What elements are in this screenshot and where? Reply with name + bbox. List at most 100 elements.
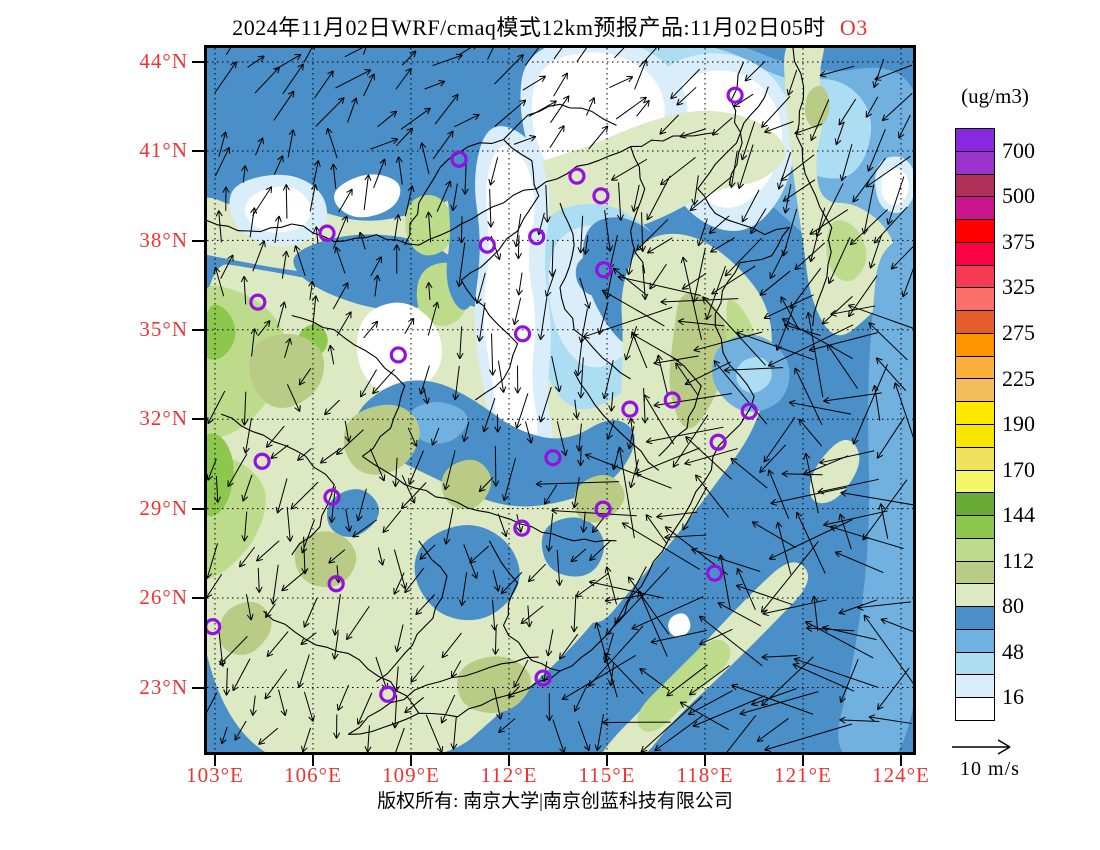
wind-vector-arrow xyxy=(427,301,440,336)
wind-vector-arrow xyxy=(311,295,319,330)
wind-vector-arrow xyxy=(794,123,823,136)
wind-vector-arrow xyxy=(394,624,404,653)
wind-vector-arrow xyxy=(819,450,875,466)
wind-vector-arrow xyxy=(338,188,353,213)
wind-vector-arrow xyxy=(331,632,339,660)
wind-vector-arrow xyxy=(476,302,486,342)
wind-vector-arrow xyxy=(646,175,671,221)
station-marker xyxy=(513,325,532,343)
station-marker xyxy=(709,433,727,451)
wind-vector-arrow xyxy=(868,234,883,269)
wind-vector-arrow xyxy=(456,326,464,360)
latitude-tick-label: 44°N xyxy=(139,49,188,73)
wind-vector-arrow xyxy=(257,320,271,337)
colorbar-level-label: 190 xyxy=(1002,411,1035,436)
wind-vector-arrow xyxy=(577,357,585,399)
wind-vector-arrow xyxy=(525,421,534,444)
wind-vector-arrow xyxy=(764,121,794,134)
station-marker xyxy=(663,391,681,409)
wind-vector-arrow xyxy=(804,621,874,659)
wind-vector-arrow xyxy=(241,391,249,426)
wind-vector-arrow xyxy=(875,357,907,392)
wind-vector-arrow xyxy=(865,155,911,188)
wind-vector-arrow xyxy=(880,617,913,633)
station-marker xyxy=(318,224,336,242)
wind-vector-arrow xyxy=(345,508,353,533)
map-boundary-line xyxy=(658,357,702,457)
wind-vector-arrow xyxy=(336,311,352,336)
wind-vector-arrow xyxy=(696,218,708,247)
wind-reference-label: 10 m/s xyxy=(960,758,1020,780)
wind-vector-arrow xyxy=(631,184,640,213)
wind-vector-arrow xyxy=(643,394,675,445)
wind-vector-arrow xyxy=(537,297,548,341)
wind-vector-arrow xyxy=(761,96,791,128)
wind-vector-arrow xyxy=(573,684,588,712)
wind-vector-arrow xyxy=(535,480,619,488)
wind-vector-arrow xyxy=(886,176,905,225)
wind-vector-arrow xyxy=(270,564,279,605)
latitude-tick-label: 35°N xyxy=(139,317,188,341)
colorbar-swatch xyxy=(955,469,995,494)
field-contour-blob xyxy=(736,356,772,393)
wind-vector-arrow xyxy=(549,125,565,149)
wind-vector-arrow xyxy=(404,567,425,594)
wind-vector-arrow xyxy=(634,59,648,90)
wind-vector-arrow xyxy=(826,343,858,389)
map-boundary-line xyxy=(503,103,617,140)
wind-vector-arrow xyxy=(315,97,345,127)
wind-vector-arrow xyxy=(395,127,414,147)
colorbar-swatch xyxy=(955,606,995,630)
wind-vector-arrow xyxy=(213,266,225,297)
wind-vector-arrow xyxy=(544,269,557,297)
wind-vector-arrow xyxy=(705,265,727,320)
wind-vector-arrow xyxy=(309,183,318,212)
wind-vector-arrow xyxy=(515,272,523,296)
field-contour-blob xyxy=(207,433,234,517)
wind-vector-arrow xyxy=(782,179,816,202)
field-contour-blob xyxy=(574,475,625,523)
wind-vector-arrow xyxy=(489,333,497,376)
wind-vector-arrow xyxy=(498,718,516,734)
field-contour-blob xyxy=(669,292,729,429)
wind-vector-arrow xyxy=(641,388,649,424)
wind-vector-arrow xyxy=(780,154,815,182)
station-marker xyxy=(327,575,345,593)
map-boundary-line xyxy=(263,610,420,714)
wind-vector-arrow xyxy=(576,48,588,63)
longitude-tick-label: 124°E xyxy=(872,763,930,787)
wind-vector-arrow xyxy=(333,714,341,739)
wind-vector-arrow xyxy=(513,659,529,688)
wind-vector-arrow xyxy=(393,572,405,595)
longitude-tick-mark xyxy=(214,755,216,766)
longitude-tick-mark xyxy=(900,755,902,766)
wind-vector-arrow xyxy=(604,209,613,252)
plot-title-main: 2024年11月02日WRF/cmaq模式12km预报产品:11月02日05时 xyxy=(232,15,826,40)
wind-vector-arrow xyxy=(588,579,664,599)
wind-vector-arrow xyxy=(301,727,311,752)
wind-vector-arrow xyxy=(589,539,612,561)
longitude-tick-label: 109°E xyxy=(382,763,440,787)
wind-vector-arrow xyxy=(363,48,367,55)
latitude-tick-mark xyxy=(192,150,204,152)
map-boundary-line xyxy=(404,138,540,281)
wind-vector-arrow xyxy=(450,660,462,678)
wind-vector-arrow xyxy=(584,453,672,489)
wind-vector-arrow xyxy=(393,214,402,242)
colorbar-swatch xyxy=(955,150,995,175)
wind-vector-arrow xyxy=(422,387,430,405)
wind-vector-arrow xyxy=(256,540,280,562)
colorbar xyxy=(955,128,995,722)
wind-vector-arrow xyxy=(382,510,402,534)
map-boundary-line xyxy=(488,540,561,672)
wind-vector-arrow xyxy=(711,117,733,136)
colorbar-swatch xyxy=(955,651,995,676)
wind-vector-arrow xyxy=(794,242,825,271)
wind-vector-arrow xyxy=(545,513,554,552)
map-boundary-line xyxy=(348,86,790,735)
wind-vector-arrow xyxy=(255,137,264,156)
wind-vector-arrow xyxy=(265,425,285,448)
wind-vector-arrow xyxy=(588,125,609,150)
wind-vector-arrow xyxy=(607,662,615,687)
wind-vector-arrow xyxy=(415,594,435,616)
